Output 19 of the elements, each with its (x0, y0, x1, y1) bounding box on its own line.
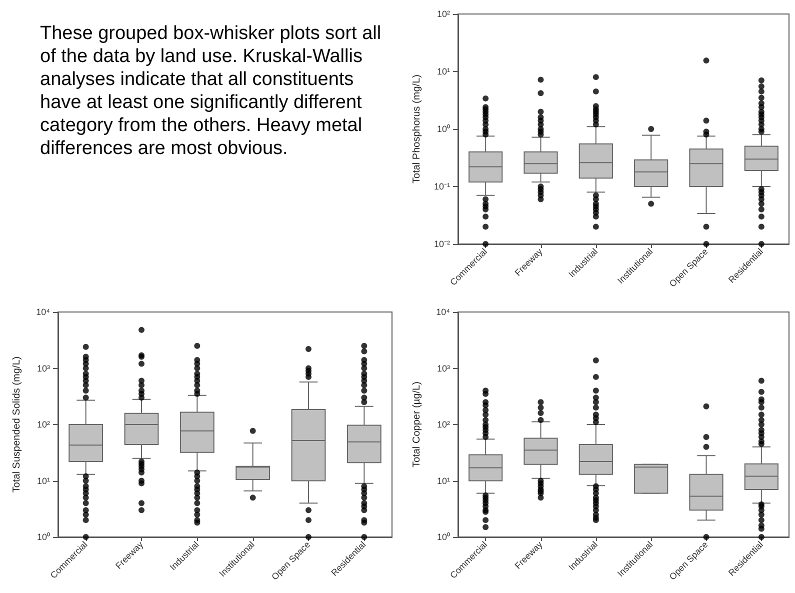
y-tick-label: 10³ (436, 363, 450, 374)
y-tick-label: 10⁴ (36, 307, 50, 317)
y-tick-label: 10⁰ (436, 532, 450, 542)
y-axis-title: Total Suspended Solids (mg/L) (12, 356, 22, 493)
y-tick-label: 10¹ (436, 66, 450, 76)
y-axis-title: Total Phosphorus (mg/L) (412, 74, 422, 184)
text: These grouped box-whisker plots sort all of the data by land use. Kruskal-Wallis analyses indicate that all constituents have at least one significantly different category from the others. Heavy metal differences are most obvious. (40, 22, 382, 160)
y-tick-label: 10⁻¹ (434, 182, 450, 192)
y-tick-label: 10⁰ (436, 124, 450, 134)
y-tick-label: 10¹ (436, 476, 450, 486)
y-tick-label: 10¹ (36, 476, 50, 486)
y-tick-label: 10² (436, 9, 450, 19)
y-tick-label: 10⁰ (36, 532, 50, 542)
y-tick-label: 10⁴ (436, 307, 450, 317)
y-tick-label: 10² (36, 420, 50, 430)
y-tick-label: 10² (436, 420, 450, 430)
y-tick-label: 10⁻² (434, 239, 450, 249)
y-axis-title: Total Copper (µg/L) (412, 382, 422, 468)
y-tick-label: 10³ (36, 363, 50, 374)
